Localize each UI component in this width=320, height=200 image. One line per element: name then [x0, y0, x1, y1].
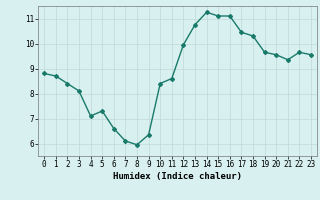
X-axis label: Humidex (Indice chaleur): Humidex (Indice chaleur)	[113, 172, 242, 181]
